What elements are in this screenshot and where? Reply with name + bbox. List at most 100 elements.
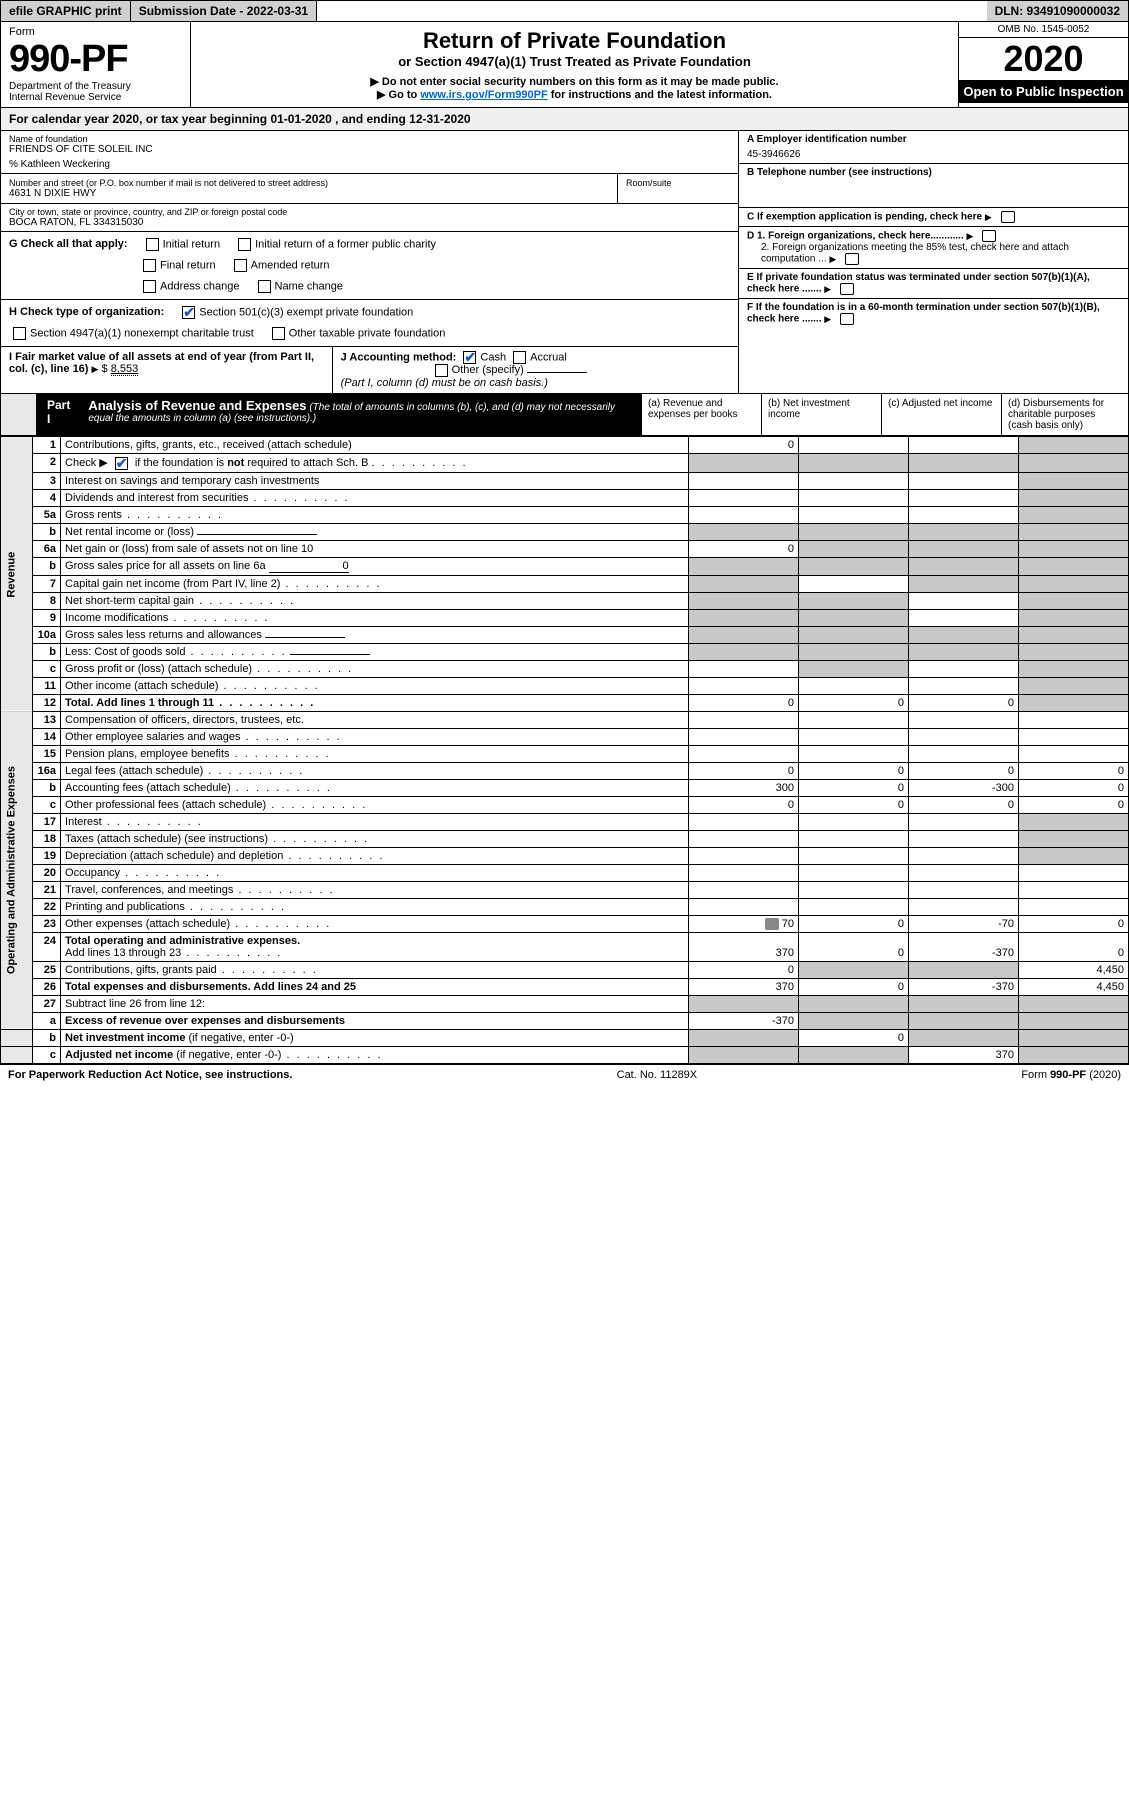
chk-address-change[interactable] xyxy=(143,280,156,293)
h-label: H Check type of organization: xyxy=(9,306,164,318)
chk-60-month[interactable] xyxy=(840,313,854,325)
line-27c: Adjusted net income (if negative, enter … xyxy=(61,1046,689,1063)
part1-label: Part I xyxy=(37,394,80,430)
form-word: Form xyxy=(9,26,182,38)
table-row: 27Subtract line 26 from line 12: xyxy=(1,995,1129,1012)
f-label: F If the foundation is in a 60-month ter… xyxy=(747,302,1100,325)
col-b-header: (b) Net investment income xyxy=(762,394,882,435)
line-24: Total operating and administrative expen… xyxy=(61,932,689,961)
tax-year: 2020 xyxy=(959,38,1128,80)
line-11: Other income (attach schedule) xyxy=(61,677,689,694)
val-23c: -70 xyxy=(909,915,1019,932)
form-header: Form 990-PF Department of the Treasury I… xyxy=(0,22,1129,108)
line-16b: Accounting fees (attach schedule) xyxy=(61,779,689,796)
line-7: Capital gain net income (from Part IV, l… xyxy=(61,575,689,592)
arrow-icon xyxy=(829,254,836,265)
efile-print-button[interactable]: efile GRAPHIC print xyxy=(1,1,131,21)
form-title: Return of Private Foundation xyxy=(199,28,950,54)
table-row: 12Total. Add lines 1 through 11 0 0 0 xyxy=(1,694,1129,711)
e-label: E If private foundation status was termi… xyxy=(747,272,1090,295)
val-12b: 0 xyxy=(799,694,909,711)
table-row: 5aGross rents xyxy=(1,506,1129,523)
instr-link-row: ▶ Go to www.irs.gov/Form990PF for instru… xyxy=(199,88,950,101)
chk-final-return[interactable] xyxy=(143,259,156,272)
val-26a: 370 xyxy=(689,978,799,995)
table-row: 26Total expenses and disbursements. Add … xyxy=(1,978,1129,995)
dept-treasury: Department of the Treasury xyxy=(9,81,182,92)
part1-title: Analysis of Revenue and Expenses xyxy=(88,398,306,413)
val-16a-d: 0 xyxy=(1019,762,1129,779)
irs-form-link[interactable]: www.irs.gov/Form990PF xyxy=(420,89,547,101)
line-22: Printing and publications xyxy=(61,898,689,915)
lbl-amended: Amended return xyxy=(251,259,330,271)
line-6a: Net gain or (loss) from sale of assets n… xyxy=(61,540,689,557)
chk-initial-return[interactable] xyxy=(146,238,159,251)
table-row: 18Taxes (attach schedule) (see instructi… xyxy=(1,830,1129,847)
catalog-number: Cat. No. 11289X xyxy=(617,1069,698,1081)
chk-exemption-pending[interactable] xyxy=(1001,211,1015,223)
line-10c: Gross profit or (loss) (attach schedule) xyxy=(61,660,689,677)
line-16a: Legal fees (attach schedule) xyxy=(61,762,689,779)
table-row: cOther professional fees (attach schedul… xyxy=(1,796,1129,813)
section-g: G Check all that apply: Initial return I… xyxy=(1,232,738,300)
street-address: 4631 N DIXIE HWY xyxy=(9,188,609,199)
table-row: Operating and Administrative Expenses 13… xyxy=(1,711,1129,728)
chk-other-taxable[interactable] xyxy=(272,327,285,340)
chk-501c3[interactable] xyxy=(182,306,195,319)
lbl-initial-former: Initial return of a former public charit… xyxy=(255,238,436,250)
table-row: 19Depreciation (attach schedule) and dep… xyxy=(1,847,1129,864)
lbl-other-method: Other (specify) xyxy=(452,364,524,376)
line-9: Income modifications xyxy=(61,609,689,626)
val-12a: 0 xyxy=(689,694,799,711)
table-row: 23Other expenses (attach schedule) 70 0-… xyxy=(1,915,1129,932)
line-27b: Net investment income (if negative, ente… xyxy=(61,1029,689,1046)
val-16c-b: 0 xyxy=(799,796,909,813)
section-h: H Check type of organization: Section 50… xyxy=(1,300,738,347)
line-15: Pension plans, employee benefits xyxy=(61,745,689,762)
val-27a: -370 xyxy=(689,1012,799,1029)
chk-4947[interactable] xyxy=(13,327,26,340)
chk-other-method[interactable] xyxy=(435,364,448,377)
j-note: (Part I, column (d) must be on cash basi… xyxy=(341,377,548,389)
other-method-input[interactable] xyxy=(527,372,587,373)
chk-initial-former[interactable] xyxy=(238,238,251,251)
table-row: bLess: Cost of goods sold xyxy=(1,643,1129,660)
val-23d: 0 xyxy=(1019,915,1129,932)
line-20: Occupancy xyxy=(61,864,689,881)
line-10a: Gross sales less returns and allowances xyxy=(61,626,689,643)
line-17: Interest xyxy=(61,813,689,830)
table-row: 2 Check ▶ if the foundation is not requi… xyxy=(1,454,1129,473)
city-label: City or town, state or province, country… xyxy=(9,207,730,217)
table-row: 20Occupancy xyxy=(1,864,1129,881)
chk-sch-b-not-required[interactable] xyxy=(115,457,128,470)
submission-date-field: Submission Date - 2022-03-31 xyxy=(131,1,317,21)
top-bar: efile GRAPHIC print Submission Date - 20… xyxy=(0,0,1129,22)
part1-header-row: Part I Analysis of Revenue and Expenses … xyxy=(0,394,1129,436)
chk-status-terminated[interactable] xyxy=(840,283,854,295)
col-a-header: (a) Revenue and expenses per books xyxy=(642,394,762,435)
val-24b: 0 xyxy=(799,932,909,961)
chk-foreign-org[interactable] xyxy=(982,230,996,242)
attachment-icon[interactable] xyxy=(765,918,779,930)
chk-name-change[interactable] xyxy=(258,280,271,293)
chk-85pct[interactable] xyxy=(845,253,859,265)
table-row: 4Dividends and interest from securities xyxy=(1,489,1129,506)
line-8: Net short-term capital gain xyxy=(61,592,689,609)
chk-accrual[interactable] xyxy=(513,351,526,364)
ein-label: A Employer identification number xyxy=(747,134,1120,145)
arrow-icon xyxy=(985,212,992,223)
val-27b: 0 xyxy=(799,1029,909,1046)
revenue-side-label: Revenue xyxy=(1,437,33,712)
c-label: C If exemption application is pending, c… xyxy=(747,212,982,223)
chk-cash[interactable] xyxy=(463,351,476,364)
table-row: 9Income modifications xyxy=(1,609,1129,626)
line-16c: Other professional fees (attach schedule… xyxy=(61,796,689,813)
table-row: bNet investment income (if negative, ent… xyxy=(1,1029,1129,1046)
table-row: bGross sales price for all assets on lin… xyxy=(1,557,1129,575)
line-1: Contributions, gifts, grants, etc., rece… xyxy=(61,437,689,454)
line-4: Dividends and interest from securities xyxy=(61,489,689,506)
care-of: % Kathleen Weckering xyxy=(9,159,730,170)
chk-amended[interactable] xyxy=(234,259,247,272)
arrow-icon xyxy=(92,363,99,375)
val-23b: 0 xyxy=(799,915,909,932)
